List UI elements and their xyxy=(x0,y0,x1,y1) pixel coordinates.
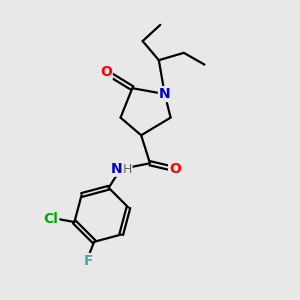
Text: O: O xyxy=(100,65,112,79)
Text: O: O xyxy=(169,162,181,176)
Text: N: N xyxy=(111,162,123,176)
Text: F: F xyxy=(83,254,93,268)
Text: H: H xyxy=(123,163,132,176)
Text: N: N xyxy=(159,87,170,101)
Text: Cl: Cl xyxy=(44,212,58,226)
